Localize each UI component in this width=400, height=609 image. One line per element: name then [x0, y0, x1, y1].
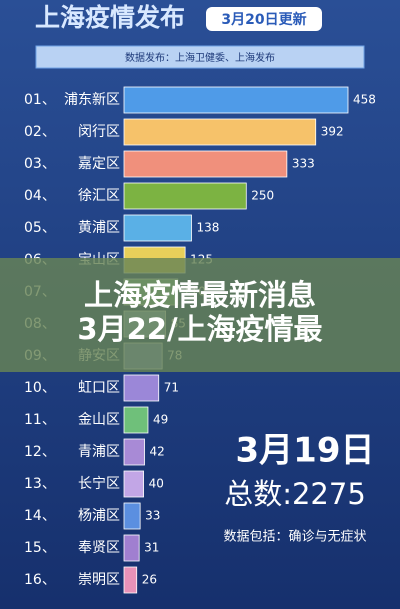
note-annotation: 数据包括：确诊与无症状 [223, 530, 366, 545]
bar [123, 438, 145, 466]
category-label: 徐汇区 [78, 188, 120, 204]
rank-label: 16、 [24, 572, 56, 588]
overlay-line: 上海疫情最新消息 [84, 278, 316, 312]
bar [123, 406, 149, 434]
source-box [35, 45, 365, 69]
value-label: 40 [149, 477, 164, 491]
date-annotation: 3月19日 [236, 431, 375, 471]
bar [123, 86, 349, 114]
category-label: 虹口区 [78, 380, 120, 396]
chart-title: 上海疫情发布 [35, 3, 185, 32]
category-label: 崇明区 [78, 572, 120, 588]
rank-label: 12、 [24, 444, 56, 460]
source: 数据发布：上海卫健委、上海发布 [125, 51, 275, 64]
value-label: 31 [144, 541, 159, 555]
category-label: 黄浦区 [78, 219, 120, 236]
category-label: 闵行区 [78, 124, 120, 140]
bar [123, 374, 160, 402]
overlay-band [0, 258, 400, 372]
badge-box [206, 7, 322, 31]
value-label: 42 [150, 445, 165, 459]
bar [123, 214, 192, 242]
category-label: 金山区 [78, 412, 120, 428]
bar [123, 534, 140, 562]
value-label: 250 [251, 189, 274, 203]
bar [123, 502, 141, 530]
value-label: 458 [353, 93, 376, 107]
category-label: 浦东新区 [64, 92, 120, 108]
rank-label: 14、 [24, 508, 56, 524]
rank-label: 13、 [24, 476, 56, 492]
rank-label: 11、 [24, 412, 56, 428]
value-label: 26 [142, 573, 157, 587]
value-label: 49 [153, 413, 168, 427]
rank-label: 01、 [24, 92, 56, 108]
value-label: 392 [321, 125, 344, 139]
bar [123, 566, 138, 594]
category-label: 长宁区 [78, 475, 120, 492]
rank-label: 05、 [24, 220, 56, 236]
rank-label: 10、 [24, 380, 56, 396]
value-label: 71 [164, 381, 179, 395]
category-label: 奉贤区 [78, 540, 120, 556]
badge: 3月20日更新 [221, 11, 306, 28]
value-label: 333 [292, 157, 315, 171]
rank-label: 15、 [24, 540, 56, 556]
bar [123, 470, 144, 498]
bar [123, 182, 247, 210]
bar [123, 150, 288, 178]
rank-label: 04、 [24, 188, 56, 204]
category-label: 杨浦区 [78, 508, 120, 524]
category-label: 青浦区 [78, 444, 120, 460]
value-label: 138 [196, 221, 219, 235]
rank-label: 02、 [24, 124, 56, 140]
rank-label: 03、 [24, 156, 56, 172]
total-annotation: 总数:2275 [224, 477, 366, 511]
value-label: 33 [145, 509, 160, 523]
overlay-line: 3月22/上海疫情最 [77, 312, 322, 346]
category-label: 嘉定区 [78, 156, 120, 172]
bar [123, 118, 317, 146]
